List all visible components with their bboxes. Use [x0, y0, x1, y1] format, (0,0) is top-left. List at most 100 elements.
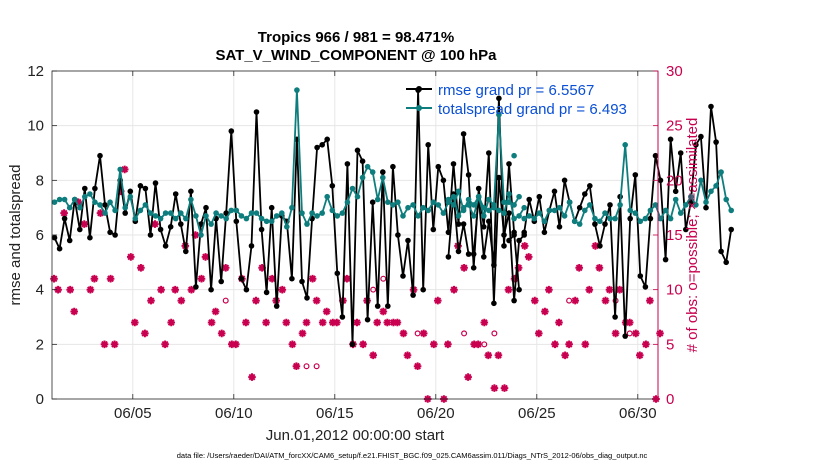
rmse-point	[486, 150, 492, 156]
y-tick-label: 6	[36, 227, 44, 244]
totalspread-point	[162, 210, 169, 216]
obs-assimilated-marker	[120, 165, 129, 174]
totalspread-point	[61, 196, 68, 203]
totalspread-point	[652, 202, 659, 208]
obs-assimilated-marker	[211, 307, 220, 316]
totalspread-point	[188, 196, 194, 203]
obs-assimilated-marker	[581, 340, 590, 349]
rmse-point	[693, 142, 699, 148]
rmse-point	[728, 226, 734, 233]
totalspread-point	[435, 202, 442, 208]
obs-assimilated-marker	[96, 209, 105, 217]
obs-assimilated-marker	[611, 329, 620, 338]
obs-assimilated-marker	[70, 307, 78, 316]
obs-assimilated-marker	[308, 274, 317, 283]
obs-assimilated-marker	[161, 340, 169, 349]
totalspread-point	[430, 199, 437, 205]
totalspread-point	[309, 210, 315, 216]
totalspread-point	[647, 207, 654, 214]
totalspread-point	[536, 210, 543, 216]
obs-possible-marker	[566, 297, 573, 304]
totalspread-point	[592, 215, 598, 222]
rmse-point	[82, 185, 88, 192]
obs-assimilated-marker	[460, 264, 468, 272]
rmse-point	[152, 180, 159, 186]
y-tick-label: 4	[36, 282, 44, 299]
totalspread-point	[112, 207, 118, 214]
rmse-point	[339, 314, 346, 320]
rmse-point	[228, 128, 235, 134]
rmse-point	[516, 237, 522, 244]
rmse-point	[61, 215, 68, 222]
axes: 06/05 06/10 06/15 06/20 06/25 06/30 0 2 4 6 8 10 12 0…	[27, 63, 682, 422]
rmse-point	[647, 215, 654, 222]
totalspread-point	[481, 213, 487, 219]
rmse-point	[314, 144, 320, 151]
obs-assimilated-marker	[282, 318, 291, 327]
rmse-point	[203, 204, 209, 211]
obs-assimilated-marker	[605, 285, 614, 294]
rmse-point	[511, 297, 517, 304]
y2-tick-label: 10	[666, 282, 683, 299]
rmse-point	[324, 136, 331, 143]
rmse-point	[481, 254, 487, 260]
obs-assimilated-marker	[575, 264, 583, 272]
x-tick-label: 06/20	[417, 405, 455, 422]
obs-possible-marker	[626, 330, 633, 337]
obs-assimilated-marker	[322, 307, 331, 316]
rmse-point	[233, 218, 240, 225]
obs-possible-marker	[370, 286, 377, 293]
totalspread-point	[566, 199, 573, 205]
rmse-point	[97, 152, 103, 159]
obs-assimilated-marker	[531, 296, 539, 305]
rmse-point	[410, 292, 416, 298]
totalspread-point	[708, 188, 714, 195]
totalspread-point	[385, 199, 391, 205]
rmse-point	[92, 185, 98, 192]
rmse-point	[652, 152, 659, 159]
obs-assimilated-marker	[524, 253, 533, 261]
obs-assimilated-marker	[217, 329, 226, 338]
rmse-point	[506, 161, 512, 167]
x-axis-label: Jun.01,2012 00:00:00 start	[266, 427, 445, 444]
obs-assimilated-marker	[207, 318, 216, 327]
totalspread-point	[223, 215, 229, 222]
rmse-point	[56, 245, 63, 252]
obs-assimilated-marker	[268, 274, 276, 283]
rmse-point	[703, 204, 709, 211]
totalspread-point	[233, 207, 240, 214]
rmse-point	[193, 284, 199, 290]
totalspread-point	[152, 213, 159, 219]
rmse-point	[622, 333, 628, 339]
obs-assimilated-marker	[252, 296, 260, 305]
rmse-point	[713, 139, 719, 145]
obs-assimilated-marker	[171, 285, 179, 294]
series-layer	[50, 87, 734, 403]
rmse-point	[516, 286, 522, 293]
rmse-point	[304, 295, 310, 301]
totalspread-point	[339, 210, 346, 216]
totalspread-point	[486, 196, 492, 203]
x-tick-label: 06/30	[619, 405, 657, 422]
obs-assimilated-marker	[474, 340, 482, 349]
rmse-point	[183, 248, 189, 255]
rmse-point	[491, 300, 497, 307]
obs-assimilated-marker	[434, 296, 442, 305]
totalspread-point	[556, 204, 563, 211]
totalspread-point	[657, 215, 664, 222]
totalspread-point	[319, 210, 326, 216]
rmse-point	[102, 202, 108, 208]
totalspread-point	[667, 215, 674, 222]
obs-assimilated-marker	[403, 351, 412, 360]
obs-assimilated-marker	[379, 307, 388, 316]
totalspread-point	[410, 202, 416, 208]
totalspread-point	[82, 193, 88, 200]
totalspread-point	[294, 87, 300, 93]
rmse-point	[390, 163, 396, 170]
obs-assimilated-marker	[642, 340, 650, 349]
rmse-point	[708, 103, 714, 110]
rmse-point	[683, 226, 689, 233]
rmse-point	[667, 136, 674, 143]
totalspread-point	[268, 218, 275, 225]
